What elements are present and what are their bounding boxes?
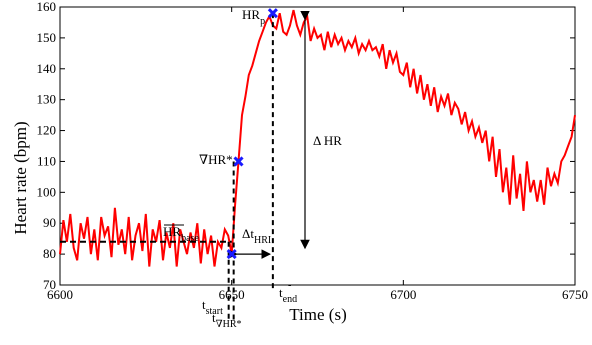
x-tick-label: 6700 bbox=[390, 287, 416, 302]
y-tick-label: 90 bbox=[43, 215, 56, 230]
y-tick-label: 140 bbox=[37, 61, 57, 76]
event-marker bbox=[233, 156, 244, 167]
y-tick-label: 120 bbox=[37, 123, 57, 138]
end-time-superscript: - bbox=[288, 280, 291, 291]
gradient-label: ∇HR* bbox=[199, 152, 233, 167]
x-axis-label: Time (s) bbox=[289, 305, 346, 324]
plot-frame bbox=[59, 6, 576, 286]
x-tick-label: 6600 bbox=[47, 287, 73, 302]
y-tick-label: 100 bbox=[37, 184, 57, 199]
delta-hr-label: Δ HR bbox=[313, 133, 342, 148]
y-axis-label: Heart rate (bpm) bbox=[11, 121, 30, 234]
plot-layer: 6600 6650 6700 6750 70 80 90 100 110 120 130 140 150… bbox=[37, 0, 589, 302]
y-tick-label: 160 bbox=[37, 0, 57, 14]
x-tick-label: 6750 bbox=[562, 287, 588, 302]
x-tick-label: 6650 bbox=[219, 287, 245, 302]
y-tick-label: 70 bbox=[43, 277, 56, 292]
event-marker bbox=[267, 8, 278, 19]
delta-t-label: ΔtHRI bbox=[242, 226, 271, 246]
heart-rate-series-line bbox=[59, 9, 576, 267]
hr-peak-label: HRp bbox=[242, 7, 265, 27]
y-tick-label: 80 bbox=[43, 246, 56, 261]
event-marker bbox=[226, 249, 237, 260]
annotation-layer: Heart rate (bpm) Time (s) HRbaseHRp∇HR*Δ… bbox=[11, 7, 347, 330]
y-tick-label: 150 bbox=[37, 30, 57, 45]
y-tick-label: 130 bbox=[37, 92, 57, 107]
y-tick-label: 110 bbox=[37, 153, 56, 168]
